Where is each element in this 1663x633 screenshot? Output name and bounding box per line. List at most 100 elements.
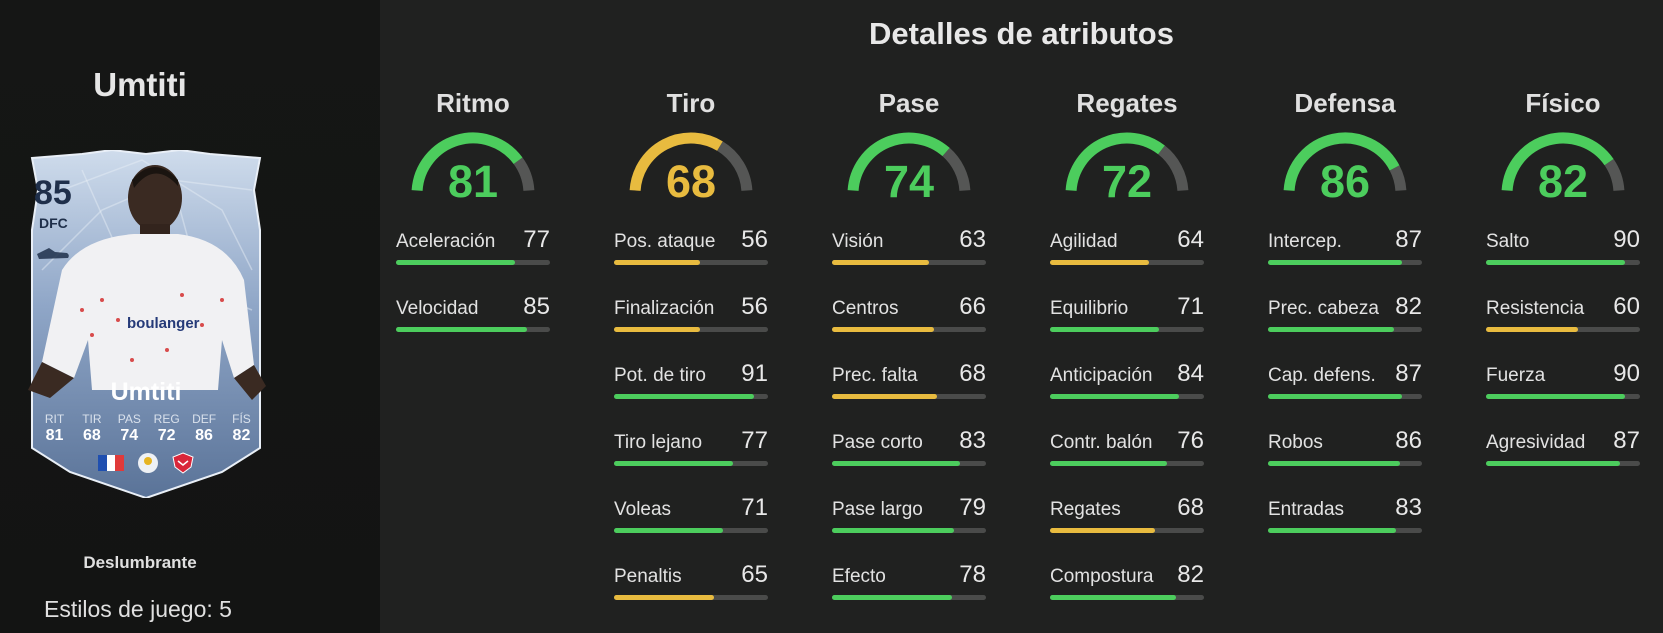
attribute-bar [614,260,768,265]
attribute-row[interactable]: Contr. balón 76 [1050,427,1204,494]
gauge-track [1389,165,1407,192]
attribute-row[interactable]: Salto 90 [1486,226,1640,293]
attribute-name: Contr. balón [1050,432,1153,453]
attribute-bar [614,394,768,399]
attribute-value: 77 [741,427,768,454]
category-gauge: 68 [614,128,768,207]
attribute-row[interactable]: Pot. de tiro 91 [614,360,768,427]
attribute-name: Entradas [1268,499,1345,520]
attribute-name: Penaltis [614,566,682,587]
attribute-value: 56 [741,293,768,320]
category-value: 86 [1319,156,1371,207]
attribute-row[interactable]: Aceleración 77 [396,226,550,293]
attribute-row[interactable]: Robos 86 [1268,427,1422,494]
attribute-name: Aceleración [396,231,496,252]
attribute-bar-fill [1486,461,1620,466]
gauge-arc [1065,132,1189,192]
player-card[interactable]: boulanger 85 DFC Umtiti RIT 81 TIR 68 PA… [22,150,270,498]
attribute-bar-fill [1268,528,1396,533]
attribute-row[interactable]: Efecto 78 [832,561,986,628]
attribute-row[interactable]: Pase largo 79 [832,494,986,561]
attribute-bar [832,595,986,600]
attribute-bar [1268,528,1422,533]
attribute-row[interactable]: Prec. cabeza 82 [1268,293,1422,360]
france-flag-icon [98,455,125,471]
attribute-name: Pot. de tiro [614,365,706,386]
category-fisico: Físico 82 Salto 90 Resistencia 60 Fuerza 90 Agre… [1486,86,1640,494]
ligue1-icon [138,453,158,473]
card-stat-label: TIR [82,412,102,426]
attribute-list: Salto 90 Resistencia 60 Fuerza 90 Agresividad 8… [1486,226,1640,494]
attribute-bar [1268,394,1422,399]
attribute-bar-fill [396,327,527,332]
gauge-arc [629,132,753,192]
attribute-row[interactable]: Intercep. 87 [1268,226,1422,293]
attribute-row[interactable]: Compostura 82 [1050,561,1204,628]
category-tiro: Tiro 68 Pos. ataque 56 Finalización 56 Pot. de… [614,86,768,628]
attribute-row[interactable]: Resistencia 60 [1486,293,1640,360]
category-name: Regates [1076,88,1178,118]
attribute-value: 85 [523,293,550,320]
card-stat-pas: PAS 74 [113,412,146,445]
attribute-row[interactable]: Visión 63 [832,226,986,293]
playstyles-count[interactable]: Estilos de juego: 5 [44,596,232,622]
gauge-track [942,147,971,192]
attribute-bar [614,327,768,332]
attribute-name: Fuerza [1486,365,1546,386]
attribute-bar-fill [1050,394,1180,399]
gauge-fill [1065,132,1165,192]
attribute-bar-fill [832,461,960,466]
attribute-row[interactable]: Agresividad 87 [1486,427,1640,494]
attribute-row[interactable]: Prec. falta 68 [832,360,986,427]
attribute-row[interactable]: Pase corto 83 [832,427,986,494]
attribute-row[interactable]: Agilidad 64 [1050,226,1204,293]
attribute-name: Prec. cabeza [1268,298,1379,319]
attribute-row[interactable]: Pos. ataque 56 [614,226,768,293]
attribute-row[interactable]: Velocidad 85 [396,293,550,360]
attribute-name: Regates [1050,499,1121,520]
lille-crest-icon [172,452,194,474]
attribute-row[interactable]: Entradas 83 [1268,494,1422,561]
attribute-name: Compostura [1050,566,1154,587]
player-panel: Umtiti [0,0,380,633]
attribute-list: Pos. ataque 56 Finalización 56 Pot. de tiro 9… [614,226,768,628]
attribute-row[interactable]: Regates 68 [1050,494,1204,561]
card-stat-fis: FÍS 82 [225,412,258,445]
card-stat-value: 68 [82,427,101,444]
card-stats: RIT 81 TIR 68 PAS 74 REG 72 DEF 86 FÍS 8… [38,412,258,445]
attribute-name: Tiro lejano [614,432,703,453]
attribute-bar-fill [614,394,755,399]
attribute-row[interactable]: Finalización 56 [614,293,768,360]
attribute-bar-fill [1486,327,1579,332]
attribute-bar [1050,260,1204,265]
category-defensa: Defensa 86 Intercep. 87 Prec. cabeza 82 Cap. d… [1268,86,1422,561]
player-photo: boulanger [28,165,266,400]
attribute-value: 87 [1613,427,1640,454]
attribute-bar-fill [1268,260,1402,265]
attribute-row[interactable]: Fuerza 90 [1486,360,1640,427]
attribute-bar [1268,260,1422,265]
attribute-value: 71 [741,494,768,521]
boot-icon [37,248,69,259]
card-stat-label: FÍS [232,412,251,426]
attribute-bar-fill [614,260,701,265]
attribute-bar-fill [832,595,953,600]
attribute-row[interactable]: Cap. defens. 87 [1268,360,1422,427]
attribute-bar [614,528,768,533]
card-stat-label: REG [153,412,180,426]
attribute-bar-fill [1050,528,1155,533]
attribute-bar-fill [1486,260,1625,265]
attribute-value: 82 [1395,293,1422,320]
attribute-row[interactable]: Voleas 71 [614,494,768,561]
attribute-value: 65 [741,561,768,588]
attribute-row[interactable]: Equilibrio 71 [1050,293,1204,360]
attribute-bar-fill [1268,394,1402,399]
attribute-bar-fill [614,528,724,533]
gauge-track [1604,158,1625,192]
attribute-name: Visión [832,231,884,252]
attribute-row[interactable]: Penaltis 65 [614,561,768,628]
gauge-arc [1283,132,1407,192]
attribute-row[interactable]: Tiro lejano 77 [614,427,768,494]
attribute-row[interactable]: Centros 66 [832,293,986,360]
attribute-row[interactable]: Anticipación 84 [1050,360,1204,427]
